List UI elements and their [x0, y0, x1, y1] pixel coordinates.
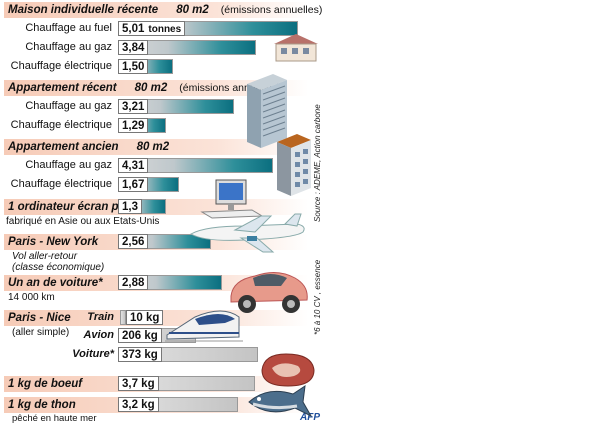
- section-1-row-1-label: Chauffage électrique: [10, 119, 112, 131]
- section-2-header-area: 80 m2: [136, 141, 170, 153]
- trip-row-1-value: 206 kg: [118, 328, 162, 343]
- computer-header-title: 1 ordinateur écran plat: [8, 201, 132, 213]
- steak-icon: [258, 350, 318, 390]
- section-2-row-0-label: Chauffage au gaz: [25, 159, 112, 171]
- computer-value: 1,3: [118, 199, 142, 214]
- car-icon: [225, 262, 311, 316]
- car-header-title: Un an de voiture*: [8, 277, 103, 289]
- section-0-row-0-value: 5,01 tonnes: [118, 21, 186, 36]
- trip-row-2-label: Voiture*: [72, 348, 114, 360]
- section-2-header: Appartement ancien 80 m2: [4, 139, 308, 155]
- trip-row-0-bar: [120, 310, 126, 325]
- section-1-row-0-value: 3,21: [118, 99, 149, 114]
- trip-header-title: Paris - Nice: [8, 312, 71, 324]
- section-0-row-0-label: Chauffage au fuel: [25, 22, 112, 34]
- beef-header-title: 1 kg de boeuf: [8, 378, 83, 390]
- trip-row-0-label: Train: [87, 311, 114, 323]
- tuna-value: 3,2 kg: [118, 397, 159, 412]
- section-1-row-1-value: 1,29: [118, 118, 149, 133]
- section-0-row-0-unit: tonnes: [148, 24, 182, 35]
- section-0-row-1-value: 3,84: [118, 40, 149, 55]
- flight-sub-1: (classe économique): [12, 262, 105, 273]
- section-0-header-title: Maison individuelle récente: [8, 4, 159, 16]
- source-text: Source : ADEME, Action carbone: [313, 104, 322, 222]
- trip-sub: (aller simple): [12, 327, 70, 338]
- section-2-row-1-value: 1,67: [118, 177, 149, 192]
- tuna-fish-icon: [245, 380, 315, 420]
- section-0-row-2-value: 1,50: [118, 59, 149, 74]
- section-0-row-1-label: Chauffage au gaz: [25, 41, 112, 53]
- section-2-row-1-label: Chauffage électrique: [10, 178, 112, 190]
- flight-value: 2,56: [118, 234, 149, 249]
- train-icon: [165, 297, 243, 342]
- section-0-header-area: 80 m2: [176, 4, 209, 16]
- apartment-building-icon: [275, 130, 313, 198]
- section-0-row-2-label: Chauffage électrique: [10, 60, 112, 72]
- tuna-header-title: 1 kg de thon: [8, 399, 76, 411]
- car-value: 2,88: [118, 275, 149, 290]
- section-2-row-0-value: 4,31: [118, 158, 149, 173]
- beef-value: 3,7 kg: [118, 376, 159, 391]
- airplane-icon: [185, 212, 310, 254]
- section-0-header-note: (émissions annuelles): [220, 4, 323, 16]
- tower-icon: [245, 70, 289, 150]
- trip-row-2-value: 373 kg: [118, 347, 162, 362]
- house-icon: [270, 32, 322, 62]
- footnote-text: *6 à 10 CV , essence: [313, 259, 322, 335]
- section-2-header-title: Appartement ancien: [8, 141, 119, 153]
- section-1-row-0-label: Chauffage au gaz: [25, 100, 112, 112]
- trip-row-0-value: 10 kg: [126, 310, 164, 325]
- computer-sub: fabriqué en Asie ou aux Etats-Unis: [6, 216, 160, 227]
- section-1-header-area: 80 m2: [134, 82, 168, 94]
- section-0-header: Maison individuelle récente 80 m2 (émissio…: [4, 2, 322, 18]
- section-1-header-title: Appartement récent: [8, 82, 117, 94]
- flight-header-title: Paris - New York: [8, 236, 99, 248]
- tuna-sub: pêché en haute mer: [12, 413, 97, 424]
- car-sub: 14 000 km: [8, 292, 55, 303]
- credit-logo: AFP: [300, 412, 320, 423]
- computer-icon: [200, 178, 264, 220]
- trip-row-1-label: Avion: [83, 329, 114, 341]
- flight-sub-0: Vol aller-retour: [12, 251, 78, 262]
